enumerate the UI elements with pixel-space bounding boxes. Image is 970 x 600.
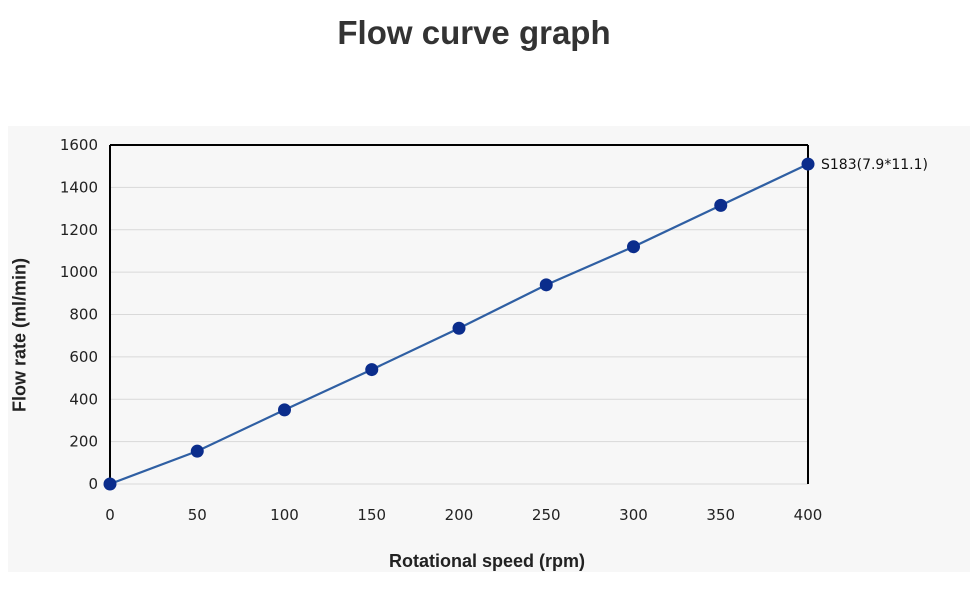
data-point: [539, 278, 553, 292]
data-point: [452, 321, 466, 335]
y-tick-label: 0: [88, 475, 98, 493]
y-tick-label: 200: [69, 433, 98, 451]
plot-panel: [8, 126, 970, 572]
grid-lines: [110, 144, 808, 485]
axes: [109, 144, 809, 484]
y-tick-label: 400: [69, 390, 98, 408]
y-tick-label: 1000: [60, 263, 98, 281]
data-point: [278, 403, 291, 417]
data-point: [103, 477, 117, 491]
y-tick-label: 600: [69, 348, 98, 366]
y-tick-label: 1200: [60, 221, 98, 239]
x-tick-label: 50: [188, 506, 207, 524]
x-tick-label: 0: [105, 506, 115, 524]
chart-title: Flow curve graph: [337, 14, 611, 51]
data-point: [365, 363, 379, 377]
y-tick-labels: 0 200 400 600 800 1000 1200 1400 1600: [60, 136, 98, 493]
y-tick-label: 800: [69, 306, 98, 324]
x-tick-label: 250: [532, 506, 561, 524]
x-tick-label: 100: [270, 506, 299, 524]
point-annotation: S183(7.9*11.1): [821, 157, 928, 173]
x-axis-label: Rotational speed (rpm): [388, 551, 586, 571]
y-tick-label: 1400: [60, 178, 98, 196]
series-group: [103, 157, 815, 491]
x-tick-label: 150: [357, 506, 386, 524]
data-point: [190, 444, 204, 458]
x-tick-label: 300: [619, 506, 648, 524]
data-point: [714, 198, 728, 212]
y-tick-label: 1600: [60, 136, 98, 154]
annotations: S183(7.9*11.1): [821, 157, 928, 173]
x-tick-label: 200: [445, 506, 474, 524]
x-tick-label: 350: [706, 506, 735, 524]
x-tick-labels: 0 50 100 150 200 250 300 350 400: [105, 506, 822, 524]
data-point: [627, 240, 640, 254]
x-tick-label: 400: [794, 506, 823, 524]
data-point: [801, 157, 815, 171]
